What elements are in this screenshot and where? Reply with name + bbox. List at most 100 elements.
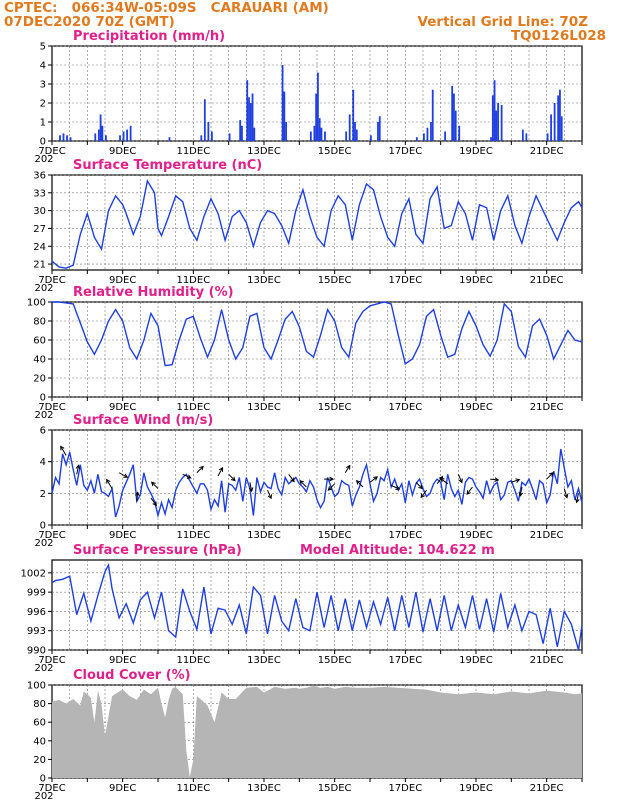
wind-arrow <box>249 482 253 492</box>
wind-arrow-head <box>199 465 204 471</box>
cloud-cover-ytick-label: 0 <box>40 774 46 785</box>
header-station: CPTEC: 066:34W-05:09S CARAUARI (AM) <box>4 0 329 16</box>
cloud-cover-ytick-label: 60 <box>33 718 46 729</box>
precipitation-bar <box>453 93 455 141</box>
wind-arrow-head <box>186 474 192 479</box>
wind-arrow-head <box>248 487 254 493</box>
precipitation-title: Precipitation (mm/h) <box>73 29 225 44</box>
precipitation-bar <box>377 122 379 141</box>
precipitation-bar <box>94 133 97 141</box>
cloud-cover-year-stub: 202 <box>34 791 53 800</box>
precipitation-bar <box>62 133 65 141</box>
pressure-xtick-label: 11DEC <box>176 655 210 666</box>
precipitation-bar <box>352 89 355 141</box>
pressure-ytick-label: 999 <box>27 588 46 599</box>
wind-xtick-label: 15DEC <box>318 530 352 541</box>
wind-arrow-head <box>75 464 81 470</box>
wind-arrow-head <box>346 464 351 470</box>
pressure-xtick-label: 9DEC <box>109 655 136 666</box>
wind-arrow-head <box>373 476 379 481</box>
cloud-cover-xtick-label: 21DEC <box>530 783 564 794</box>
precipitation-bar <box>495 110 498 141</box>
wind-year-stub: 202 <box>34 538 53 549</box>
precipitation-bar <box>490 137 492 141</box>
precipitation-bar <box>251 93 254 141</box>
humidity-ytick-label: 60 <box>33 336 46 347</box>
precipitation-bar <box>426 127 429 141</box>
wind-arrow <box>228 473 236 481</box>
wind-xtick-label: 11DEC <box>176 530 210 541</box>
precipitation-bar <box>458 125 461 141</box>
precipitation-xtick-label: 21DEC <box>530 146 564 157</box>
humidity-ytick-label: 100 <box>27 298 46 309</box>
precipitation-bar <box>315 93 318 141</box>
wind-arrow-head <box>518 492 524 498</box>
precipitation-bar <box>500 104 503 141</box>
precipitation-bar <box>228 133 231 141</box>
wind-arrow <box>267 489 272 499</box>
precipitation-bar <box>285 122 287 141</box>
precipitation-bar <box>546 133 549 141</box>
precipitation-bar <box>99 114 102 141</box>
wind-arrow <box>288 474 295 482</box>
wind-arrow <box>390 484 400 490</box>
wind-arrow-head <box>439 477 445 483</box>
precipitation-bar <box>318 118 321 141</box>
precipitation-bar <box>354 122 356 141</box>
precipitation-bar <box>239 120 242 141</box>
precipitation-bar <box>126 129 128 141</box>
precipitation-bar <box>430 122 432 141</box>
wind-arrow-head <box>563 493 569 499</box>
wind-ytick-label: 0 <box>40 521 46 532</box>
cloud-cover-xtick-label: 7DEC <box>38 783 65 794</box>
precipitation-xtick-label: 17DEC <box>388 146 422 157</box>
humidity-ytick-label: 40 <box>33 355 46 366</box>
wind-xtick-label: 19DEC <box>459 530 493 541</box>
humidity-xtick-label: 15DEC <box>318 402 352 413</box>
precipitation-bar <box>119 135 121 141</box>
wind-arrow <box>440 478 449 485</box>
wind-arrow-head <box>218 466 224 472</box>
precipitation-xtick-label: 7DEC <box>38 146 65 157</box>
wind-arrow <box>76 465 80 475</box>
precipitation-bar <box>69 137 72 141</box>
wind-arrow <box>420 489 427 498</box>
wind-arrow <box>344 465 351 474</box>
precipitation-bar <box>248 97 250 141</box>
precipitation-bar <box>241 125 243 141</box>
precipitation-bar <box>211 131 213 141</box>
cloud-cover-ytick-label: 20 <box>33 755 46 766</box>
cloud-cover-area <box>52 685 582 778</box>
precipitation-xtick-label: 11DEC <box>176 146 210 157</box>
wind-arrow-head <box>150 481 156 487</box>
precipitation-bar <box>557 95 560 141</box>
cloud-cover-ytick-label: 80 <box>33 699 46 710</box>
header-grid-note: Vertical Grid Line: 70Z <box>417 14 588 30</box>
precipitation-bar <box>550 114 552 141</box>
precipitation-bar <box>454 110 457 141</box>
temperature-title: Surface Temperature (nC) <box>73 158 262 173</box>
wind-arrow <box>299 480 307 488</box>
precipitation-bar <box>246 80 249 141</box>
wind-arrow-head <box>135 491 140 497</box>
wind-arrow <box>182 473 192 479</box>
humidity-title: Relative Humidity (%) <box>73 285 234 300</box>
pressure-xtick-label: 13DEC <box>247 655 281 666</box>
precipitation-xtick-label: 13DEC <box>247 146 281 157</box>
precipitation-bar <box>203 99 206 141</box>
humidity-ytick-label: 20 <box>33 374 46 385</box>
temperature-ytick-label: 24 <box>33 242 46 253</box>
precipitation-bar <box>559 89 561 141</box>
cloud-cover-xtick-label: 19DEC <box>459 783 493 794</box>
wind-xtick-label: 13DEC <box>247 530 281 541</box>
precipitation-bar <box>200 135 203 141</box>
precipitation-bar <box>378 116 381 141</box>
pressure-xtick-label: 19DEC <box>459 655 493 666</box>
humidity-xtick-label: 9DEC <box>109 402 136 413</box>
temperature-ytick-label: 30 <box>33 206 46 217</box>
precipitation-ytick-label: 0 <box>40 137 46 148</box>
wind-arrow-head <box>418 484 423 490</box>
pressure-title: Surface Pressure (hPa) <box>73 543 242 558</box>
wind-arrow <box>563 488 568 498</box>
precipitation-bar <box>168 137 171 141</box>
